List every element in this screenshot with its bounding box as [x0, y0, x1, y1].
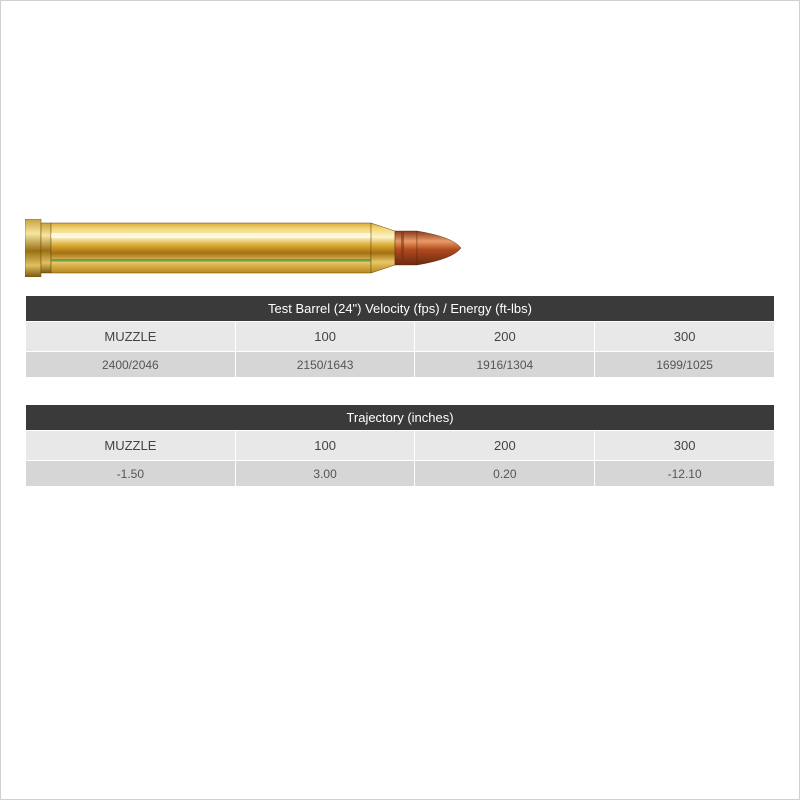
main-content: Test Barrel (24") Velocity (fps) / Energ… — [9, 9, 791, 487]
table1-title: Test Barrel (24") Velocity (fps) / Energ… — [26, 296, 775, 322]
trajectory-table: Trajectory (inches) MUZZLE 100 200 300 -… — [25, 404, 775, 487]
table2-h1: 100 — [235, 431, 415, 461]
table1-title-row: Test Barrel (24") Velocity (fps) / Energ… — [26, 296, 775, 322]
table2-h3: 300 — [595, 431, 775, 461]
table2-data-row: -1.50 3.00 0.20 -12.10 — [26, 461, 775, 487]
bullet-illustration — [25, 219, 775, 277]
table2-d3: -12.10 — [595, 461, 775, 487]
table1-h2: 200 — [415, 322, 595, 352]
table2-title-row: Trajectory (inches) — [26, 405, 775, 431]
table1-h0: MUZZLE — [26, 322, 236, 352]
table2-d1: 3.00 — [235, 461, 415, 487]
table2-d0: -1.50 — [26, 461, 236, 487]
table1-h1: 100 — [235, 322, 415, 352]
table1-d1: 2150/1643 — [235, 352, 415, 378]
table1-header-row: MUZZLE 100 200 300 — [26, 322, 775, 352]
table1-d2: 1916/1304 — [415, 352, 595, 378]
table2-header-row: MUZZLE 100 200 300 — [26, 431, 775, 461]
table2-title: Trajectory (inches) — [26, 405, 775, 431]
table1-d3: 1699/1025 — [595, 352, 775, 378]
bullet-svg — [25, 219, 465, 277]
table1-d0: 2400/2046 — [26, 352, 236, 378]
table2-d2: 0.20 — [415, 461, 595, 487]
table1-data-row: 2400/2046 2150/1643 1916/1304 1699/1025 — [26, 352, 775, 378]
table2-h0: MUZZLE — [26, 431, 236, 461]
table2-h2: 200 — [415, 431, 595, 461]
table1-h3: 300 — [595, 322, 775, 352]
velocity-energy-table: Test Barrel (24") Velocity (fps) / Energ… — [25, 295, 775, 378]
